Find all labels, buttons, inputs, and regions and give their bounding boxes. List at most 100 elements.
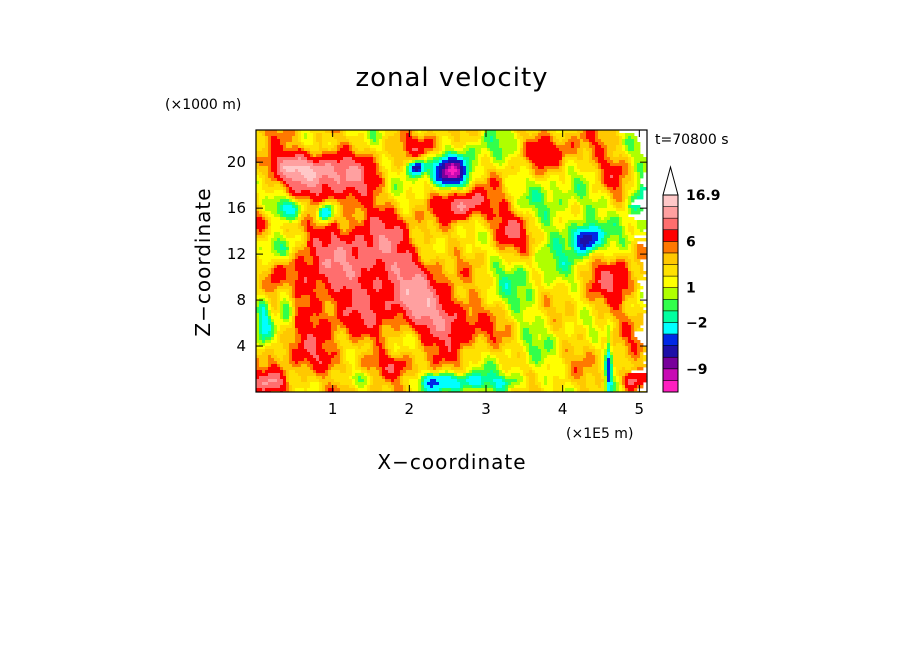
contour-cell <box>526 130 539 134</box>
contour-cell <box>400 379 404 383</box>
contour-cell <box>526 154 563 158</box>
contour-cell <box>574 169 581 173</box>
contour-cell <box>430 178 434 182</box>
contour-cell <box>598 361 602 365</box>
contour-cell <box>259 286 263 290</box>
contour-cell <box>511 202 515 206</box>
contour-cell <box>607 352 611 356</box>
contour-cell <box>634 172 638 176</box>
contour-cell <box>526 157 530 161</box>
contour-cell <box>280 139 293 143</box>
contour-cell <box>637 178 641 182</box>
contour-cell <box>319 382 323 386</box>
contour-cell <box>376 160 380 164</box>
contour-cell <box>529 382 536 386</box>
contour-cell <box>436 226 440 230</box>
contour-cell <box>472 244 476 248</box>
contour-cell <box>463 346 476 350</box>
contour-cell <box>496 277 500 281</box>
contour-cell <box>325 310 335 314</box>
contour-cell <box>574 160 590 164</box>
contour-cell <box>415 340 419 344</box>
contour-cell <box>499 247 506 251</box>
contour-cell <box>505 286 509 290</box>
contour-cell <box>574 310 578 314</box>
contour-cell <box>406 172 410 176</box>
contour-cell <box>628 172 632 176</box>
contour-cell <box>358 280 374 284</box>
contour-cell <box>295 292 317 296</box>
contour-cell <box>526 379 530 383</box>
contour-cell <box>352 193 362 197</box>
contour-cell <box>385 178 389 182</box>
contour-cell <box>442 172 446 176</box>
colorbar-swatch <box>663 206 678 219</box>
contour-cell <box>289 316 293 320</box>
contour-cell <box>328 223 332 227</box>
contour-cell <box>280 292 287 296</box>
contour-cell <box>550 181 557 185</box>
contour-cell <box>577 337 584 341</box>
contour-cell <box>352 268 362 272</box>
contour-cell <box>304 205 308 209</box>
contour-cell <box>259 316 263 320</box>
contour-cell <box>349 232 371 236</box>
contour-cell <box>427 373 434 377</box>
contour-cell <box>304 226 308 230</box>
contour-cell <box>634 238 647 242</box>
contour-cell <box>271 259 290 263</box>
contour-cell <box>595 304 608 308</box>
contour-cell <box>403 238 410 242</box>
contour-cell <box>301 376 308 380</box>
contour-cell <box>634 163 638 167</box>
contour-cell <box>256 301 260 305</box>
contour-cell <box>436 343 446 347</box>
contour-cell <box>520 148 524 152</box>
contour-cell <box>577 370 584 374</box>
contour-cell <box>574 247 581 251</box>
contour-cell <box>484 169 488 173</box>
contour-cell <box>271 364 278 368</box>
contour-cell <box>256 211 260 215</box>
contour-cell <box>295 190 302 194</box>
contour-cell <box>376 196 389 200</box>
contour-cell <box>448 154 458 158</box>
contour-cell <box>562 352 575 356</box>
contour-cell <box>568 256 584 260</box>
contour-cell <box>487 250 497 254</box>
contour-cell <box>523 349 527 353</box>
contour-cell <box>556 307 566 311</box>
contour-cell <box>556 253 566 257</box>
contour-cell <box>274 235 284 239</box>
contour-cell <box>532 265 539 269</box>
contour-cell <box>544 193 548 197</box>
contour-cell <box>559 148 578 152</box>
contour-cell <box>271 166 278 170</box>
contour-cell <box>433 373 440 377</box>
contour-cell <box>388 370 395 374</box>
contour-cell <box>484 259 488 263</box>
contour-cell <box>526 232 533 236</box>
contour-cell <box>580 169 599 173</box>
contour-cell <box>538 208 551 212</box>
contour-cell <box>529 364 536 368</box>
contour-cell <box>598 199 608 203</box>
contour-cell <box>571 145 575 149</box>
contour-cell <box>307 223 311 227</box>
contour-cell <box>505 160 509 164</box>
contour-cell <box>451 349 458 353</box>
contour-cell <box>364 373 368 377</box>
contour-cell <box>631 208 635 212</box>
contour-cell <box>289 241 296 245</box>
contour-cell <box>325 199 338 203</box>
contour-cell <box>433 169 437 173</box>
contour-cell <box>271 298 278 302</box>
contour-cell <box>430 232 443 236</box>
contour-cell <box>322 304 326 308</box>
contour-cell <box>496 214 500 218</box>
contour-cell <box>520 250 527 254</box>
contour-cell <box>412 352 425 356</box>
contour-cell <box>487 229 491 233</box>
contour-cell <box>583 259 590 263</box>
contour-cell <box>571 382 578 386</box>
